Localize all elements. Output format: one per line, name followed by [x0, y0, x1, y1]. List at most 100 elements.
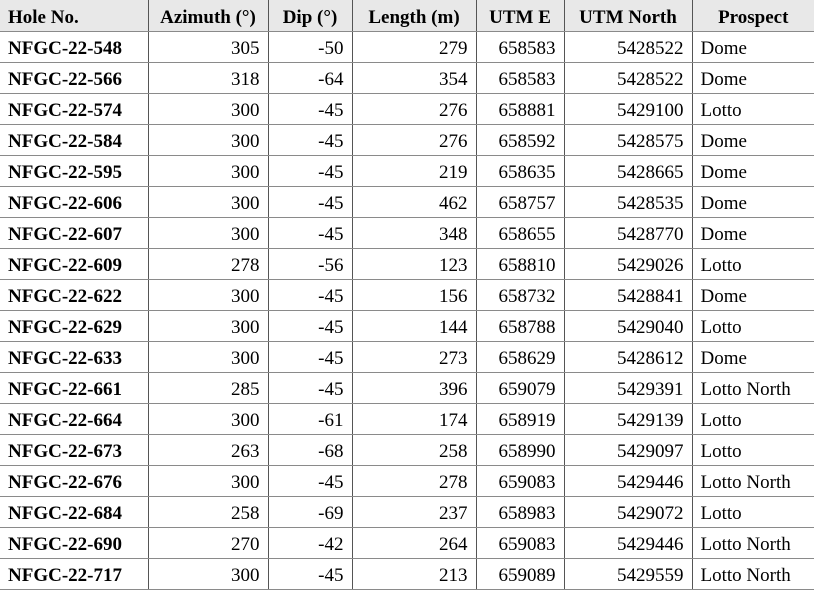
table-cell: 300 — [148, 155, 269, 187]
table-cell: NFGC-22-595 — [0, 155, 149, 187]
table-cell: -45 — [268, 93, 353, 125]
table-cell: Lotto North — [692, 558, 814, 590]
table-cell: -56 — [268, 248, 353, 280]
table-cell: NFGC-22-566 — [0, 62, 149, 94]
table-cell: 174 — [352, 403, 477, 435]
table-cell: 219 — [352, 155, 477, 187]
table-cell: 5429446 — [564, 527, 693, 559]
table-cell: Dome — [692, 341, 814, 373]
table-cell: 300 — [148, 279, 269, 311]
table-cell: -64 — [268, 62, 353, 94]
table-cell: 658732 — [476, 279, 565, 311]
table-cell: NFGC-22-673 — [0, 434, 149, 466]
table-cell: 305 — [148, 31, 269, 63]
table-cell: NFGC-22-622 — [0, 279, 149, 311]
table-cell: -61 — [268, 403, 353, 435]
table-row: NFGC-22-622 300 -45 156 658732 5428841 Dome — [0, 279, 814, 311]
table-cell: -45 — [268, 558, 353, 590]
table-row: NFGC-22-633 300 -45 273 658629 5428612 Dome — [0, 341, 814, 373]
table-cell: -45 — [268, 217, 353, 249]
table-cell: 5428522 — [564, 31, 693, 63]
table-row: NFGC-22-690 270 -42 264 659083 5429446 Lotto N… — [0, 527, 814, 559]
table-row: NFGC-22-595 300 -45 219 658635 5428665 Dome — [0, 155, 814, 187]
table-cell: 658583 — [476, 31, 565, 63]
header-cell: Hole No. — [0, 0, 149, 32]
table-cell: -45 — [268, 124, 353, 156]
table-cell: 5429040 — [564, 310, 693, 342]
table-cell: 278 — [352, 465, 477, 497]
table-cell: 5428575 — [564, 124, 693, 156]
table-cell: 658655 — [476, 217, 565, 249]
table-cell: Lotto — [692, 93, 814, 125]
table-cell: -45 — [268, 341, 353, 373]
table-cell: 123 — [352, 248, 477, 280]
table-cell: NFGC-22-633 — [0, 341, 149, 373]
table-cell: Lotto North — [692, 465, 814, 497]
table-cell: Lotto — [692, 403, 814, 435]
table-cell: -69 — [268, 496, 353, 528]
table-row: NFGC-22-609 278 -56 123 658810 5429026 Lotto — [0, 248, 814, 280]
table-cell: NFGC-22-664 — [0, 403, 149, 435]
table-cell: NFGC-22-629 — [0, 310, 149, 342]
header-cell: Prospect — [692, 0, 814, 32]
table-cell: 5428535 — [564, 186, 693, 218]
table-row: NFGC-22-661 285 -45 396 659079 5429391 Lotto N… — [0, 372, 814, 404]
table-cell: 318 — [148, 62, 269, 94]
table-cell: NFGC-22-690 — [0, 527, 149, 559]
table-cell: Dome — [692, 62, 814, 94]
table-cell: 300 — [148, 341, 269, 373]
table-cell: 658583 — [476, 62, 565, 94]
table-cell: 300 — [148, 186, 269, 218]
table-row: NFGC-22-566 318 -64 354 658583 5428522 Dome — [0, 62, 814, 94]
table-cell: NFGC-22-584 — [0, 124, 149, 156]
table-cell: 5428612 — [564, 341, 693, 373]
table-cell: -50 — [268, 31, 353, 63]
table-cell: 285 — [148, 372, 269, 404]
table-cell: 5429559 — [564, 558, 693, 590]
table-cell: NFGC-22-607 — [0, 217, 149, 249]
table-cell: Lotto — [692, 434, 814, 466]
table-cell: 258 — [352, 434, 477, 466]
table-cell: 658592 — [476, 124, 565, 156]
table-cell: 258 — [148, 496, 269, 528]
table-cell: 5429100 — [564, 93, 693, 125]
header-cell: Azimuth (°) — [148, 0, 269, 32]
table-cell: 300 — [148, 93, 269, 125]
table-cell: 144 — [352, 310, 477, 342]
table-row: NFGC-22-676 300 -45 278 659083 5429446 Lotto N… — [0, 465, 814, 497]
table-cell: -45 — [268, 310, 353, 342]
table-row: NFGC-22-548 305 -50 279 658583 5428522 Dome — [0, 31, 814, 63]
table-cell: 156 — [352, 279, 477, 311]
table-cell: 5429072 — [564, 496, 693, 528]
table-cell: 659079 — [476, 372, 565, 404]
table-cell: 264 — [352, 527, 477, 559]
table-cell: NFGC-22-717 — [0, 558, 149, 590]
table-cell: 276 — [352, 93, 477, 125]
header-row: Hole No. Azimuth (°) Dip (°) Length (m) UTM … — [0, 0, 814, 32]
table-cell: NFGC-22-548 — [0, 31, 149, 63]
drill-table: Hole No. Azimuth (°) Dip (°) Length (m) UTM … — [0, 0, 814, 590]
table-cell: -45 — [268, 155, 353, 187]
table-cell: Dome — [692, 186, 814, 218]
header-cell: Dip (°) — [268, 0, 353, 32]
table-cell: 300 — [148, 310, 269, 342]
table-cell: 278 — [148, 248, 269, 280]
table-cell: 270 — [148, 527, 269, 559]
header-cell: UTM E — [476, 0, 565, 32]
table-cell: -42 — [268, 527, 353, 559]
table-cell: 658757 — [476, 186, 565, 218]
table-cell: -68 — [268, 434, 353, 466]
table-cell: 5428522 — [564, 62, 693, 94]
table-cell: 659089 — [476, 558, 565, 590]
header-cell: Length (m) — [352, 0, 477, 32]
table-cell: Lotto North — [692, 372, 814, 404]
table-cell: 300 — [148, 558, 269, 590]
table-row: NFGC-22-717 300 -45 213 659089 5429559 Lotto N… — [0, 558, 814, 590]
table-cell: 300 — [148, 124, 269, 156]
table-cell: 348 — [352, 217, 477, 249]
table-cell: NFGC-22-574 — [0, 93, 149, 125]
table-cell: 5429446 — [564, 465, 693, 497]
table-cell: NFGC-22-676 — [0, 465, 149, 497]
table-cell: 658810 — [476, 248, 565, 280]
table-header: Hole No. Azimuth (°) Dip (°) Length (m) UTM … — [0, 0, 814, 32]
